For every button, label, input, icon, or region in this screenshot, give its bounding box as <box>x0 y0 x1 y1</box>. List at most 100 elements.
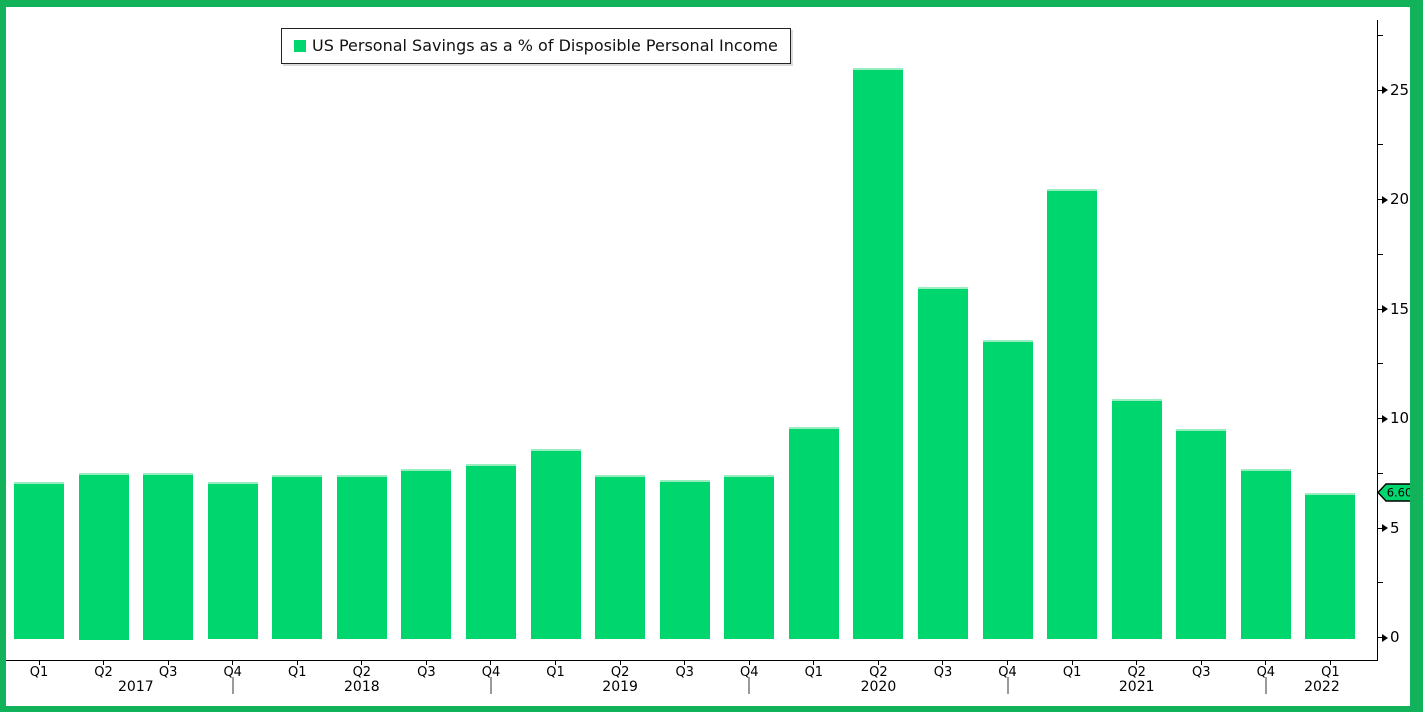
y-axis-tick-label: 10 <box>1390 409 1410 427</box>
legend[interactable]: US Personal Savings as a % of Disposible… <box>281 28 791 64</box>
y-axis-line <box>1376 20 1379 661</box>
x-axis-tick <box>361 661 363 666</box>
y-axis-minor-tick <box>1378 253 1383 255</box>
y-axis-tick-label: 0 <box>1390 628 1400 646</box>
x-axis-tick <box>1200 661 1202 666</box>
bar-2018-Q1[interactable] <box>272 475 323 640</box>
x-axis-tick <box>748 661 750 666</box>
x-axis-quarter-label: Q3 <box>158 665 178 680</box>
x-axis-year-label: 2022 <box>1304 678 1340 695</box>
x-axis-year-label: 2018 <box>344 678 380 695</box>
y-axis-minor-tick <box>1378 144 1383 146</box>
y-axis-major-tick <box>1378 308 1383 310</box>
bar-2019-Q3[interactable] <box>659 479 710 640</box>
y-axis-major-tick <box>1378 637 1383 638</box>
y-axis-minor-tick <box>1378 582 1383 584</box>
x-axis-tick <box>232 661 234 666</box>
bar-2022-Q1[interactable] <box>1305 492 1356 640</box>
bar-2018-Q4[interactable] <box>465 464 516 640</box>
y-axis-major-tick <box>1378 418 1383 419</box>
year-divider-line <box>489 676 492 694</box>
y-axis-minor-tick <box>1378 363 1383 365</box>
y-axis-major-tick <box>1378 527 1383 529</box>
legend-series-label: US Personal Savings as a % of Disposible… <box>312 36 778 55</box>
year-divider-line <box>231 676 234 694</box>
y-axis-tick-arrow-icon <box>1382 633 1388 642</box>
y-axis-tick-arrow-icon <box>1382 195 1388 204</box>
bar-2018-Q2[interactable] <box>336 475 387 640</box>
bar-2019-Q1[interactable] <box>530 449 581 640</box>
y-axis-major-tick <box>1378 199 1383 200</box>
bar-2019-Q2[interactable] <box>595 475 646 640</box>
x-axis-quarter-label: Q4 <box>998 665 1017 680</box>
x-axis-quarter-label: Q3 <box>417 665 436 680</box>
x-axis-quarter-label: Q2 <box>94 665 113 680</box>
last-value-tag: 6.60 <box>1376 483 1415 503</box>
x-axis-quarter-label: Q3 <box>1192 665 1211 680</box>
x-axis-line <box>6 659 1378 662</box>
x-axis-quarter-label: Q2 <box>869 665 888 680</box>
y-axis-tick-arrow-icon <box>1382 524 1388 532</box>
y-axis-tick-label: 5 <box>1390 518 1400 537</box>
x-axis-tick <box>425 661 427 666</box>
x-axis-quarter-label: Q4 <box>223 665 242 680</box>
bar-2020-Q1[interactable] <box>788 427 839 640</box>
y-axis-tick-label: 25 <box>1390 80 1410 99</box>
x-axis-tick <box>296 661 298 666</box>
bar-2021-Q3[interactable] <box>1176 429 1227 640</box>
x-axis-tick <box>619 661 621 666</box>
x-axis-year-label: 2019 <box>602 678 638 695</box>
bar-2017-Q2[interactable] <box>78 473 129 640</box>
x-axis-tick <box>942 661 944 666</box>
x-axis-quarter-label: Q3 <box>675 665 694 680</box>
x-axis-quarter-label: Q3 <box>933 665 953 680</box>
bar-2020-Q2[interactable] <box>853 68 904 640</box>
year-divider-line <box>748 676 751 694</box>
x-axis-quarter-label: Q4 <box>740 665 759 680</box>
bar-2021-Q2[interactable] <box>1111 398 1162 640</box>
x-axis-quarter-label: Q2 <box>1127 665 1146 680</box>
y-axis-tick-arrow-icon <box>1382 414 1388 423</box>
y-axis-major-tick <box>1378 89 1383 91</box>
x-axis-quarter-label: Q1 <box>288 665 307 680</box>
y-axis-minor-tick <box>1378 34 1383 36</box>
x-axis-tick <box>167 661 169 666</box>
bar-2020-Q3[interactable] <box>917 287 968 640</box>
bar-2017-Q1[interactable] <box>14 482 64 640</box>
bar-2017-Q4[interactable] <box>207 482 258 640</box>
x-axis-tick <box>1071 661 1073 666</box>
y-axis-minor-tick <box>1378 472 1383 474</box>
x-axis-tick <box>1265 661 1267 666</box>
bar-2018-Q3[interactable] <box>401 468 452 640</box>
bar-2021-Q4[interactable] <box>1240 468 1291 640</box>
x-axis-quarter-label: Q1 <box>546 665 565 680</box>
bar-2019-Q4[interactable] <box>724 475 775 640</box>
x-axis-tick <box>1329 661 1331 666</box>
last-value-tag-text: 6.60 <box>1386 486 1412 500</box>
x-axis-quarter-label: Q4 <box>1256 665 1276 680</box>
year-divider-line <box>1006 676 1009 694</box>
y-axis-tick-label: 20 <box>1390 190 1410 208</box>
x-axis-tick <box>813 661 815 666</box>
x-axis-quarter-label: Q1 <box>29 665 49 680</box>
x-axis-tick <box>490 661 492 666</box>
year-divider-line <box>1264 676 1267 694</box>
x-axis-tick <box>1136 661 1138 666</box>
x-axis-quarter-label: Q1 <box>804 665 824 680</box>
x-axis-year-label: 2017 <box>118 678 154 695</box>
legend-series-marker-icon <box>294 39 306 52</box>
y-axis-tick-label: 15 <box>1390 299 1410 318</box>
x-axis-quarter-label: Q2 <box>610 665 630 680</box>
x-axis-tick <box>38 661 40 666</box>
x-axis-tick <box>555 661 557 666</box>
x-axis-quarter-label: Q4 <box>481 665 501 680</box>
y-axis-tick-arrow-icon <box>1382 86 1388 94</box>
bar-2021-Q1[interactable] <box>1047 188 1098 640</box>
bar-2017-Q3[interactable] <box>143 473 194 640</box>
x-axis-quarter-label: Q2 <box>352 665 372 680</box>
x-axis-tick <box>684 661 686 666</box>
x-axis-tick <box>1007 661 1009 666</box>
bar-2020-Q4[interactable] <box>982 339 1033 640</box>
x-axis-tick <box>103 661 105 666</box>
